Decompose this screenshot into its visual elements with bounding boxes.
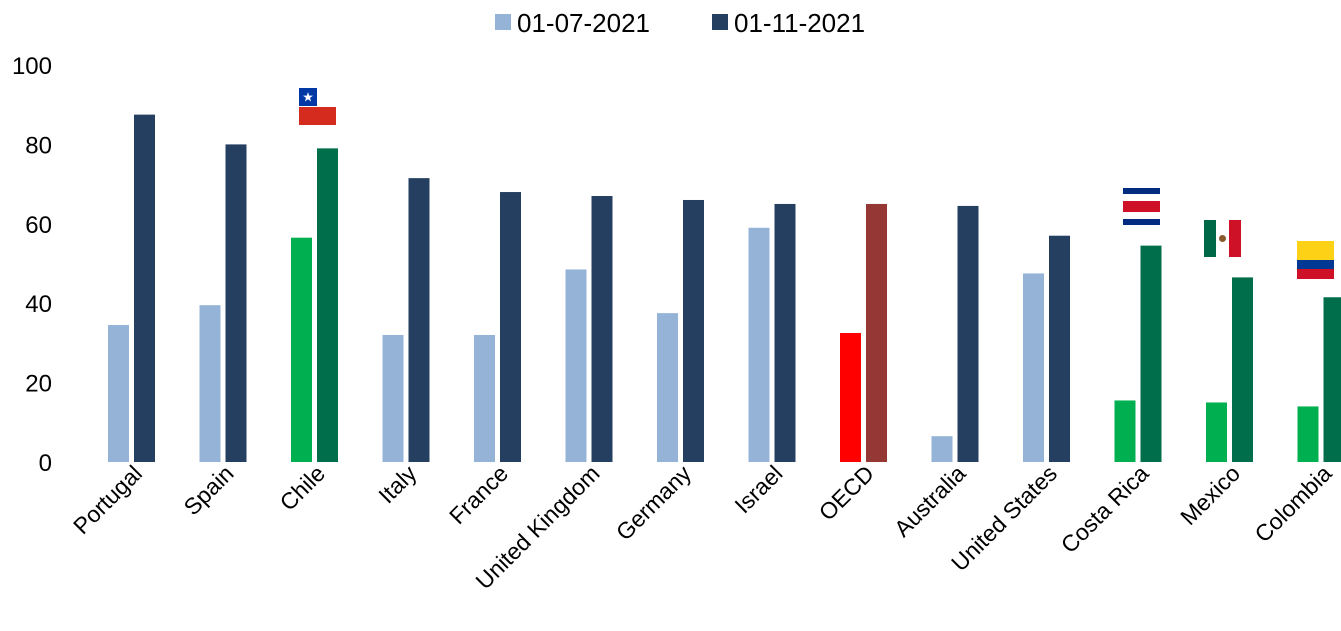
legend: 01-07-2021 01-11-2021 (495, 8, 865, 38)
x-tick-label: France (444, 460, 513, 529)
bar-united-states-series-1 (1023, 273, 1044, 462)
y-tick-label: 100 (12, 53, 52, 80)
mexico-flag-icon (1204, 220, 1241, 257)
x-tick-label: Portugal (68, 460, 147, 539)
bar-portugal-series-1 (108, 325, 129, 462)
legend-swatch-series-1 (495, 14, 511, 30)
bar-mexico-series-2 (1232, 277, 1253, 462)
y-tick-label: 40 (25, 291, 52, 318)
bar-united-kingdom-series-2 (591, 196, 613, 462)
x-tick-label: Australia (889, 460, 971, 542)
bar-italy-series-2 (408, 178, 430, 462)
x-tick-label: Spain (179, 460, 239, 520)
bar-israel-series-2 (774, 203, 796, 462)
colombia-flag-icon (1297, 241, 1334, 279)
x-tick-label: Mexico (1175, 460, 1245, 530)
bar-costa-rica-series-1 (1114, 400, 1136, 462)
chile-flag-icon (299, 88, 336, 125)
bar-spain-series-2 (225, 144, 247, 462)
y-tick-label: 60 (25, 212, 52, 239)
bar-united-kingdom-series-1 (565, 269, 587, 462)
x-tick-label: OECD (814, 460, 879, 525)
legend-label-series-2: 01-11-2021 (734, 8, 865, 38)
bar-costa-rica-series-2 (1140, 245, 1162, 462)
y-tick-label: 20 (25, 371, 52, 398)
x-tick-label: Costa Rica (1056, 460, 1154, 558)
bar-oecd-series-1 (840, 332, 861, 462)
bar-germany-series-2 (683, 199, 704, 463)
x-tick-label: Colombia (1249, 460, 1336, 547)
bar-chile-series-1 (291, 237, 312, 462)
bar-australia-series-2 (957, 205, 979, 462)
bar-portugal-series-2 (134, 114, 155, 462)
y-axis: 0 20 40 60 80 100 (12, 53, 52, 477)
bar-france-series-1 (474, 334, 495, 462)
bars (108, 114, 1341, 463)
bar-italy-series-1 (382, 334, 404, 462)
x-tick-label: Italy (373, 460, 422, 509)
bar-oecd-series-2 (866, 203, 887, 462)
bar-france-series-2 (500, 192, 521, 463)
bar-israel-series-1 (748, 227, 770, 462)
bar-colombia-series-2 (1323, 297, 1341, 462)
bar-australia-series-1 (931, 436, 953, 462)
bar-spain-series-1 (199, 305, 221, 462)
bar-mexico-series-1 (1206, 402, 1227, 462)
bar-chile-series-2 (317, 148, 338, 462)
legend-label-series-1: 01-07-2021 (517, 8, 650, 38)
bar-germany-series-1 (657, 313, 678, 462)
legend-swatch-series-2 (712, 14, 728, 30)
costa-rica-flag-icon (1123, 188, 1160, 225)
x-tick-label: Germany (611, 460, 697, 546)
x-tick-label: Israel (729, 460, 787, 518)
y-tick-label: 0 (39, 450, 52, 477)
bar-colombia-series-1 (1297, 406, 1319, 462)
x-tick-label: Chile (275, 460, 330, 515)
bar-united-states-series-2 (1049, 235, 1070, 462)
y-tick-label: 80 (25, 132, 52, 159)
